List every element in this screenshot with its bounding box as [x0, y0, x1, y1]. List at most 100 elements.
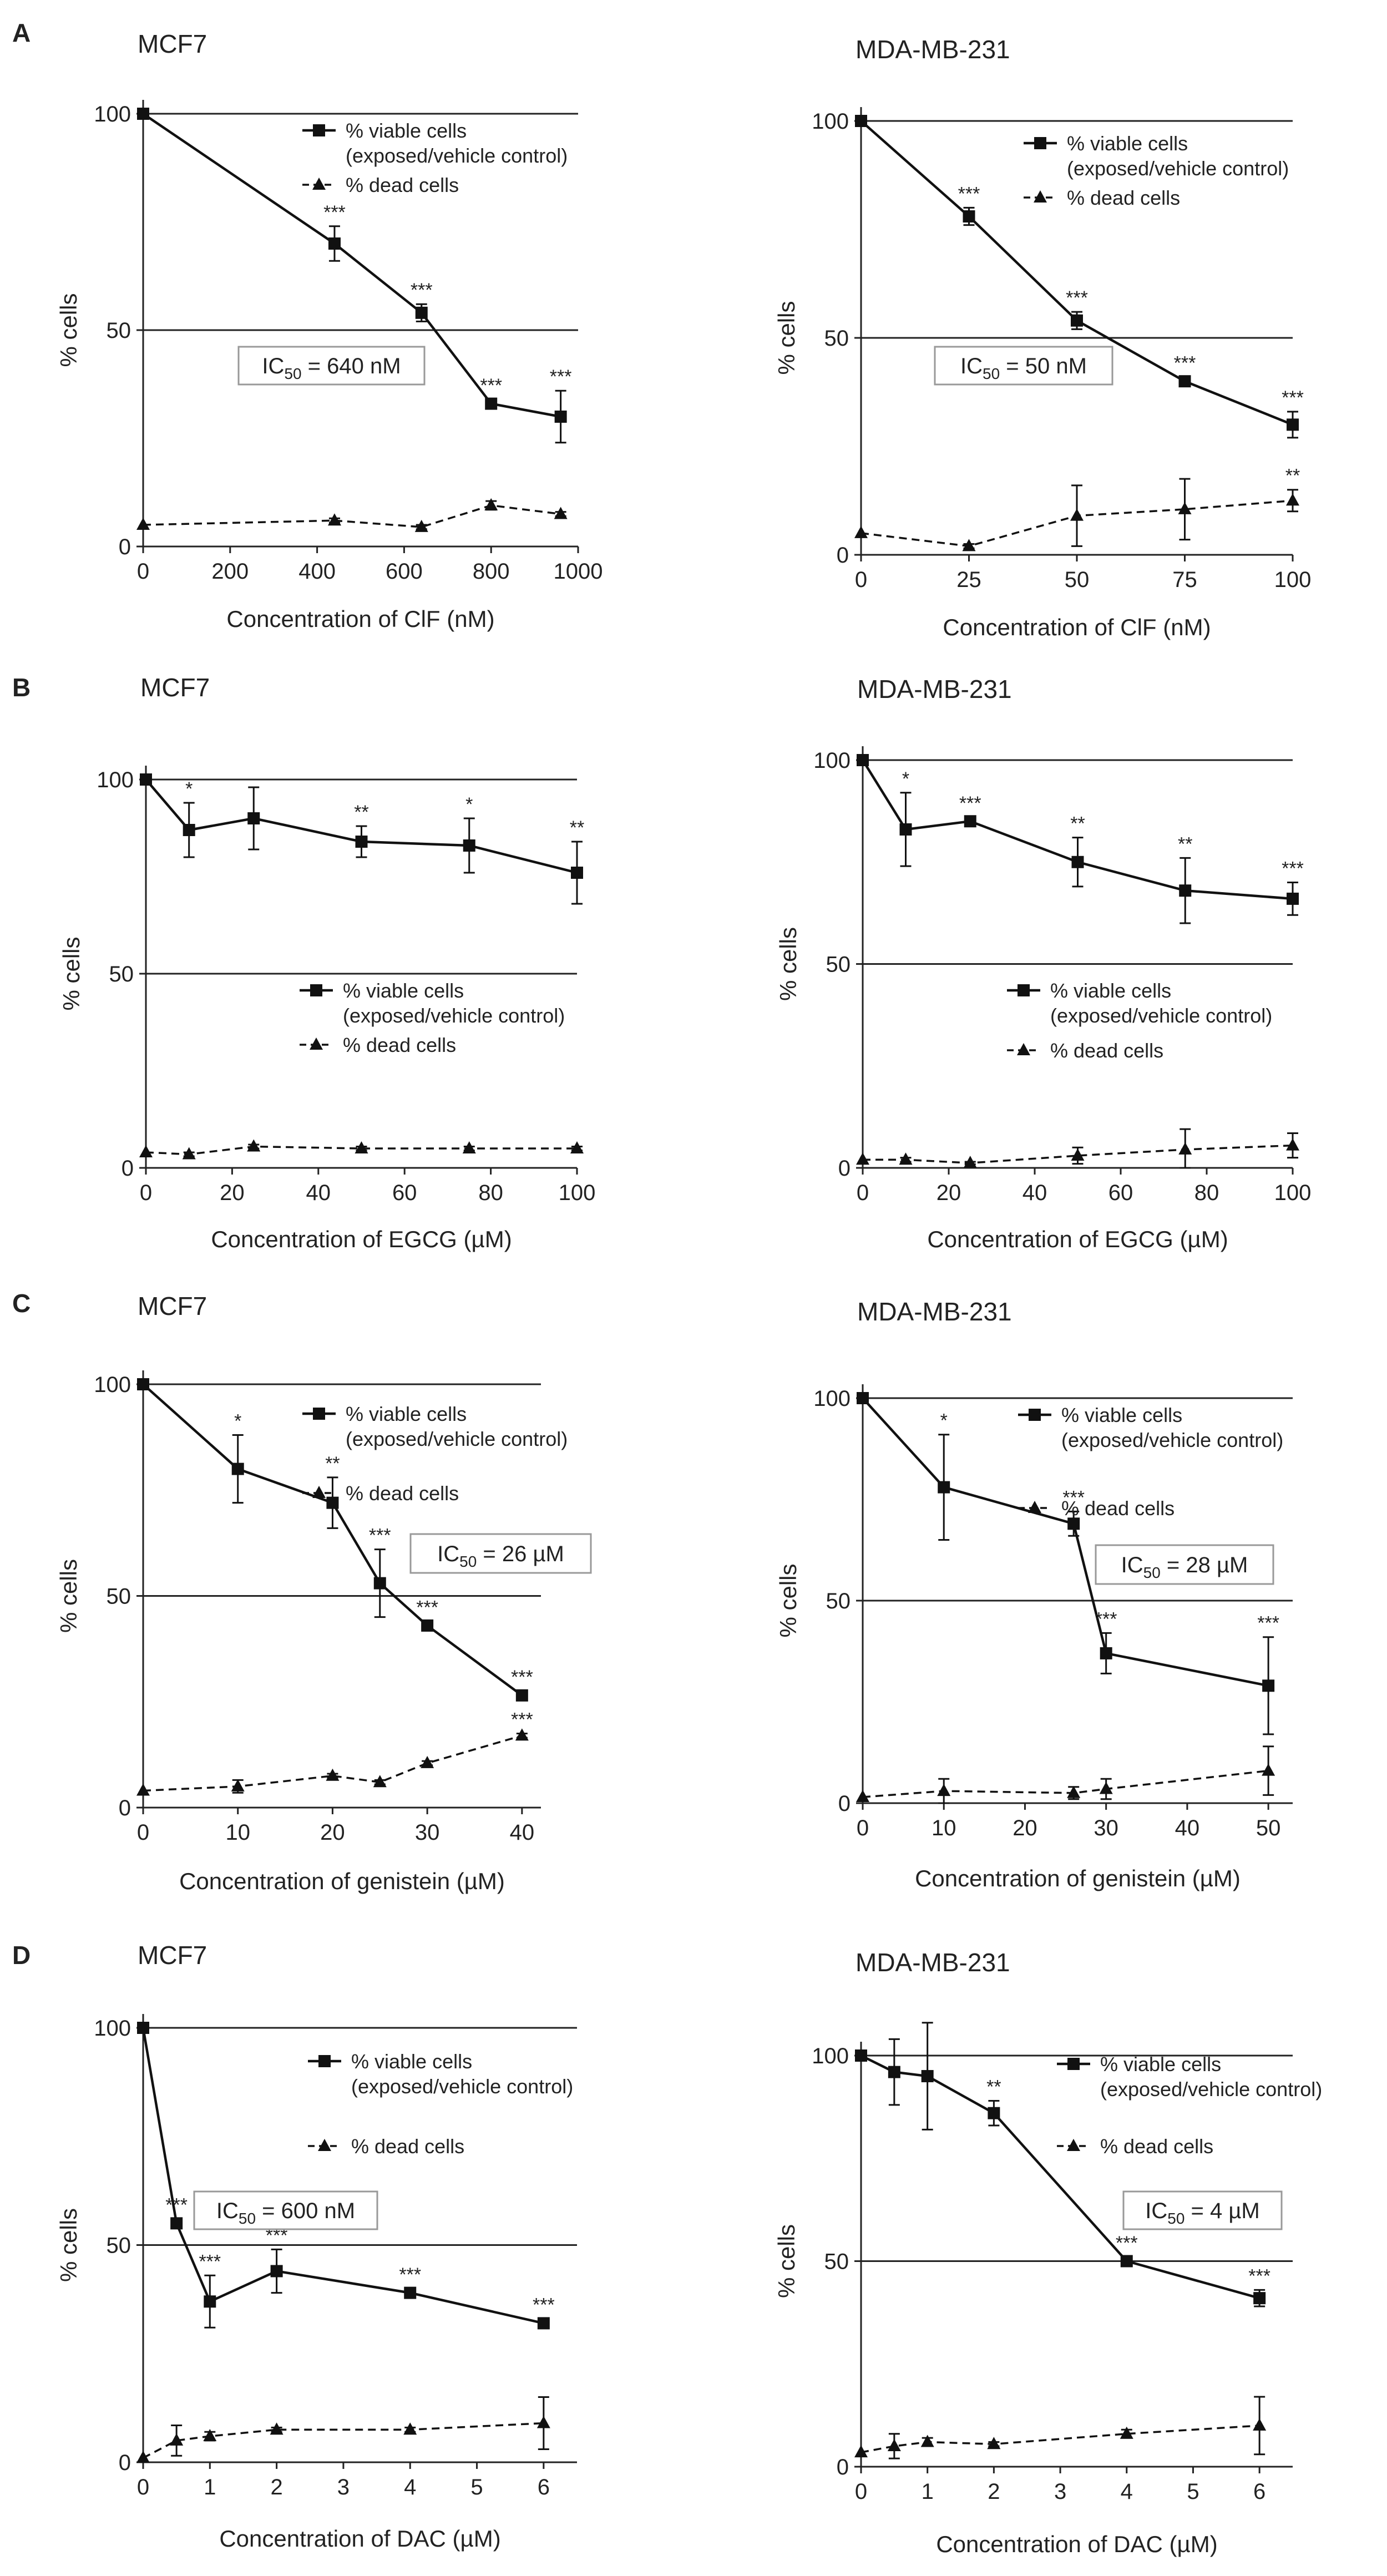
- data-point: [921, 2070, 934, 2083]
- data-point: [857, 754, 869, 766]
- ic50-box: IC50 = 28 µM: [1095, 1544, 1274, 1585]
- data-point: [484, 498, 498, 510]
- y-tick-label: 0: [119, 535, 131, 559]
- data-point: [373, 1577, 386, 1590]
- data-point: [1099, 1782, 1113, 1794]
- chart-A-MDA: MDA-MB-231 0 50 100 0 25 50 75 100 Concentration …: [773, 35, 1311, 640]
- significance-label: **: [1285, 465, 1300, 487]
- ic50-box-border: [237, 346, 426, 386]
- legend-label-viable: % viable cells: [346, 119, 467, 142]
- legend-label-viable-sub: (exposed/vehicle control): [346, 1428, 568, 1450]
- x-tick-label: 0: [855, 568, 867, 592]
- legend: % viable cells(exposed/vehicle control)%…: [1018, 1404, 1283, 1520]
- data-point: [554, 411, 567, 423]
- data-point: [899, 1152, 913, 1165]
- series-dead: [856, 1745, 1275, 1804]
- x-tick-label: 4: [404, 2475, 416, 2499]
- significance-label: ***: [1116, 2233, 1138, 2254]
- y-axis-label: % cells: [58, 937, 84, 1010]
- data-point: [139, 1145, 153, 1157]
- data-point: [920, 2435, 934, 2447]
- data-point: [515, 1689, 528, 1702]
- significance-label: ***: [399, 2264, 421, 2285]
- legend-marker-viable: [1029, 1409, 1041, 1421]
- chart-title: MCF7: [140, 673, 210, 702]
- ic50-value: = 28 µM: [1161, 1553, 1248, 1577]
- data-point: [140, 773, 152, 786]
- data-point: [355, 836, 368, 848]
- chart-title: MDA-MB-231: [856, 35, 1010, 64]
- ic50-label: IC50 = 600 nM: [216, 2199, 355, 2227]
- significance-label: ***: [511, 1709, 533, 1730]
- legend: % viable cells(exposed/vehicle control)%…: [300, 979, 565, 1056]
- legend-marker-viable: [313, 1408, 325, 1420]
- significance-label: ***: [199, 2251, 221, 2272]
- x-tick-label: 40: [1022, 1181, 1047, 1205]
- ic50-label: IC50 = 640 nM: [262, 354, 401, 382]
- ic50-label: IC50 = 26 µM: [437, 1542, 564, 1570]
- series-viable: ***************: [137, 2022, 555, 2330]
- data-point: [570, 1141, 584, 1153]
- series-dead: ***: [136, 1709, 533, 1796]
- series-viable: *** *** *** ***: [137, 108, 572, 444]
- series-viable: *** ***: [140, 773, 584, 905]
- significance-label: *: [902, 768, 909, 789]
- data-point: [887, 2438, 901, 2451]
- data-point: [854, 2445, 868, 2458]
- ic50-box-border: [409, 1533, 592, 1574]
- x-tick-label: 0: [857, 1816, 869, 1840]
- series-line: [862, 759, 1293, 900]
- ic50-label: IC50 = 50 nM: [960, 354, 1087, 382]
- x-tick-label: 60: [1108, 1181, 1133, 1205]
- x-tick-label: 0: [140, 1181, 152, 1205]
- legend-label-viable-sub: (exposed/vehicle control): [346, 144, 568, 167]
- legend-marker-dead: [1067, 2139, 1080, 2151]
- y-tick-label: 50: [826, 953, 851, 977]
- data-point: [536, 2416, 550, 2428]
- significance-label: ***: [533, 2295, 555, 2316]
- series-line: [143, 504, 561, 528]
- chart-D-MDA: MDA-MB-231 0 50 100 0 1 2 3 4 5 6 Concentration of …: [773, 1948, 1322, 2557]
- data-point: [963, 210, 975, 223]
- ic50-value: = 640 nM: [302, 354, 401, 378]
- x-axis-label: Concentration of EGCG (µM): [927, 1226, 1228, 1252]
- significance-label: ***: [550, 366, 572, 387]
- significance-label: ***: [416, 1597, 438, 1618]
- data-point: [462, 1141, 476, 1153]
- series-line: [141, 2027, 544, 2325]
- significance-label: ***: [1282, 387, 1304, 408]
- x-tick-label: 6: [538, 2475, 550, 2499]
- x-tick-label: 3: [337, 2475, 350, 2499]
- data-point: [326, 1496, 339, 1509]
- significance-label: ***: [323, 202, 346, 223]
- y-tick-label: 100: [812, 109, 849, 134]
- data-point: [1071, 856, 1084, 868]
- significance-label: ***: [1248, 2265, 1270, 2286]
- significance-label: **: [570, 817, 584, 838]
- legend-label-viable: % viable cells: [1067, 132, 1188, 155]
- series-line: [143, 2422, 544, 2459]
- legend: % viable cells(exposed/vehicle control)%…: [302, 119, 568, 196]
- data-point: [136, 518, 150, 530]
- ic50-box: IC50 = 26 µM: [409, 1533, 592, 1574]
- data-point: [855, 115, 867, 127]
- legend: % viable cells(exposed/vehicle control)%…: [1057, 2053, 1322, 2158]
- x-tick-label: 75: [1172, 568, 1197, 592]
- data-point: [421, 1619, 434, 1632]
- data-point: [962, 539, 976, 551]
- data-point: [137, 2022, 149, 2034]
- data-point: [170, 2433, 184, 2446]
- legend-label-dead: % dead cells: [1100, 2135, 1213, 2158]
- legend-label-viable: % viable cells: [343, 979, 464, 1002]
- series-dead: [854, 2396, 1267, 2459]
- x-tick-label: 0: [137, 2475, 149, 2499]
- data-point: [403, 2422, 417, 2435]
- data-point: [421, 1755, 434, 1768]
- data-point: [1071, 314, 1083, 327]
- data-point: [571, 867, 583, 879]
- legend-label-dead: % dead cells: [346, 1482, 459, 1505]
- data-point: [136, 1783, 150, 1796]
- significance-label: *: [185, 778, 193, 799]
- y-tick-label: 50: [107, 1585, 131, 1609]
